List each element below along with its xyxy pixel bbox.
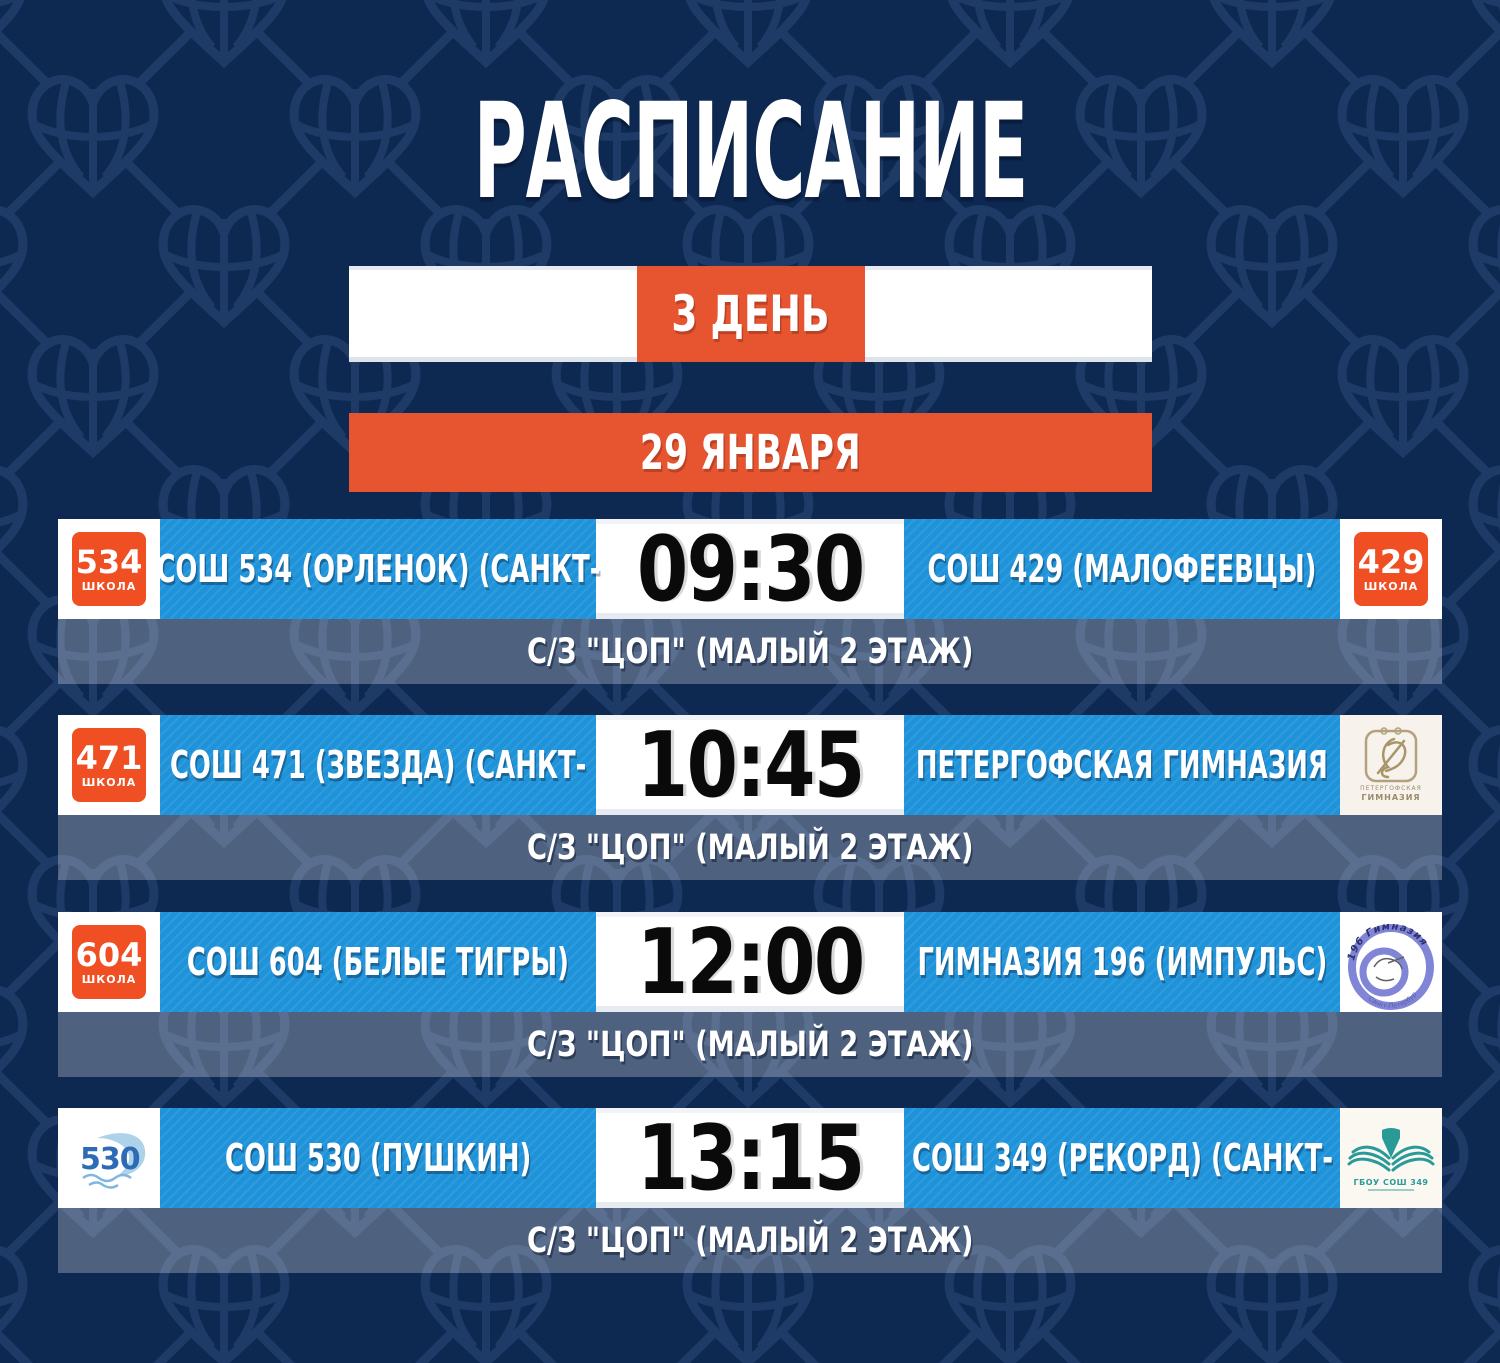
match-time-box: 12:00 <box>596 909 904 1015</box>
school-number: 429 <box>1357 542 1425 581</box>
school-number: 471 <box>75 738 143 777</box>
day-selector-bar: 3 ДЕНЬ <box>349 266 1152 362</box>
venue-bar: С/З "ЦОП" (МАЛЫЙ 2 ЭТАЖ) <box>58 1208 1442 1273</box>
away-team-bar: ПЕТЕРГОФСКАЯ ГИМНАЗИЯ <box>904 715 1340 815</box>
school-530-number: 530 <box>80 1142 140 1177</box>
away-team-logo-box: ПЕТЕРГОФСКАЯ ГИМНАЗИЯ <box>1340 715 1442 815</box>
match-row: 534 ШКОЛА СОШ 534 (ОРЛЕНОК) (САНКТ- 09:3… <box>58 516 1442 684</box>
day-badge-label: 3 ДЕНЬ <box>671 285 830 343</box>
home-team-name: СОШ 534 (ОРЛЕНОК) (САНКТ- <box>156 547 601 591</box>
away-team-logo-box: ГБОУ СОШ 349 <box>1340 1108 1442 1208</box>
match-time: 13:15 <box>636 1105 865 1211</box>
page-title: РАСПИСАНИЕ <box>0 86 1500 218</box>
match-time-box: 10:45 <box>596 712 904 818</box>
school-caption: ШКОЛА <box>81 579 137 593</box>
match-time-box: 13:15 <box>596 1105 904 1211</box>
school-534-logo: 534 ШКОЛА <box>72 532 146 606</box>
school-number: 534 <box>75 542 143 581</box>
crest-caption-top: ПЕТЕРГОФСКАЯ <box>1360 785 1422 793</box>
away-team-logo-box: 429 ШКОЛА <box>1340 519 1442 619</box>
away-team-name: СОШ 429 (МАЛОФЕЕВЦЫ) <box>927 547 1317 591</box>
away-team-bar: ГИМНАЗИЯ 196 (ИМПУЛЬС) <box>904 912 1340 1012</box>
venue-bar: С/З "ЦОП" (МАЛЫЙ 2 ЭТАЖ) <box>58 619 1442 684</box>
venue-label: С/З "ЦОП" (МАЛЫЙ 2 ЭТАЖ) <box>526 631 974 672</box>
home-team-logo-box: 471 ШКОЛА <box>58 715 160 815</box>
school-caption: ШКОЛА <box>81 775 137 789</box>
caption-underline <box>1368 1188 1414 1191</box>
home-team-name: СОШ 530 (ПУШКИН) <box>224 1136 532 1180</box>
home-team-bar: СОШ 471 (ЗВЕЗДА) (САНКТ- <box>160 715 596 815</box>
school-number: 604 <box>75 935 143 974</box>
home-team-logo-box: 534 ШКОЛА <box>58 519 160 619</box>
date-banner: 29 ЯНВАРЯ <box>349 413 1152 492</box>
school-caption: ШКОЛА <box>81 972 137 986</box>
venue-bar: С/З "ЦОП" (МАЛЫЙ 2 ЭТАЖ) <box>58 815 1442 880</box>
school-429-logo: 429 ШКОЛА <box>1354 532 1428 606</box>
home-team-bar: СОШ 530 (ПУШКИН) <box>160 1108 596 1208</box>
venue-bar: С/З "ЦОП" (МАЛЫЙ 2 ЭТАЖ) <box>58 1012 1442 1077</box>
away-team-logo-box: 196 Гимназия Санкт-Петербург <box>1340 912 1442 1012</box>
school-349-caption: ГБОУ СОШ 349 <box>1353 1177 1429 1187</box>
away-team-bar: СОШ 429 (МАЛОФЕЕВЦЫ) <box>904 519 1340 619</box>
home-team-bar: СОШ 604 (БЕЛЫЕ ТИГРЫ) <box>160 912 596 1012</box>
home-team-bar: СОШ 534 (ОРЛЕНОК) (САНКТ- <box>156 519 600 619</box>
school-349-book-icon <box>1347 1127 1435 1171</box>
away-team-name: СОШ 349 (РЕКОРД) (САНКТ- <box>911 1136 1333 1180</box>
school-caption: ШКОЛА <box>1363 579 1419 593</box>
day-badge: 3 ДЕНЬ <box>636 266 865 362</box>
petergof-gymnasium-crest-icon <box>1364 727 1418 783</box>
home-team-logo-box: 604 ШКОЛА <box>58 912 160 1012</box>
home-team-logo-box: 530 <box>58 1108 160 1208</box>
venue-label: С/З "ЦОП" (МАЛЫЙ 2 ЭТАЖ) <box>526 1024 974 1065</box>
match-row: 604 ШКОЛА СОШ 604 (БЕЛЫЕ ТИГРЫ) 12:00 ГИ… <box>58 909 1442 1077</box>
home-team-name: СОШ 604 (БЕЛЫЕ ТИГРЫ) <box>186 940 570 984</box>
away-team-bar: СОШ 349 (РЕКОРД) (САНКТ- <box>904 1108 1340 1208</box>
page-title-text: РАСПИСАНИЕ <box>473 75 1028 229</box>
match-row: 471 ШКОЛА СОШ 471 (ЗВЕЗДА) (САНКТ- 10:45… <box>58 712 1442 880</box>
school-604-logo: 604 ШКОЛА <box>72 925 146 999</box>
venue-label: С/З "ЦОП" (МАЛЫЙ 2 ЭТАЖ) <box>526 827 974 868</box>
school-530-wave-icon: 530 <box>80 1133 146 1189</box>
school-471-logo: 471 ШКОЛА <box>72 728 146 802</box>
home-team-name: СОШ 471 (ЗВЕЗДА) (САНКТ- <box>169 743 587 787</box>
match-time: 09:30 <box>636 516 865 622</box>
match-row: 530 СОШ 530 (ПУШКИН) 13:15 СОШ 349 (РЕКО… <box>58 1105 1442 1273</box>
date-banner-label: 29 ЯНВАРЯ <box>640 424 861 481</box>
gymnasium-196-spiral-icon: 196 Гимназия Санкт-Петербург <box>1344 913 1434 1010</box>
venue-label: С/З "ЦОП" (МАЛЫЙ 2 ЭТАЖ) <box>526 1220 974 1261</box>
match-time: 12:00 <box>636 909 865 1015</box>
away-team-name: ПЕТЕРГОФСКАЯ ГИМНАЗИЯ <box>916 743 1328 787</box>
match-time: 10:45 <box>636 712 865 818</box>
away-team-name: ГИМНАЗИЯ 196 (ИМПУЛЬС) <box>917 940 1327 984</box>
match-time-box: 09:30 <box>596 516 904 622</box>
crest-caption-bottom: ГИМНАЗИЯ <box>1361 793 1421 803</box>
